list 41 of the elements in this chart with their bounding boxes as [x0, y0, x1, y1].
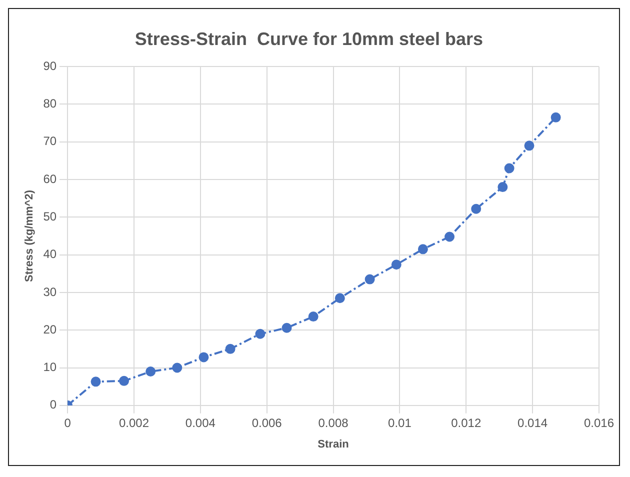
x-tick-label: 0.016 [584, 416, 614, 430]
x-axis-title: Strain [318, 438, 350, 450]
point [550, 112, 561, 122]
point [119, 376, 130, 386]
point [524, 140, 534, 151]
point [146, 366, 156, 377]
point [418, 244, 428, 254]
y-tick-label: 40 [43, 247, 57, 262]
chart-title: Stress-Strain Curve for 10mm steel bars [134, 28, 484, 49]
point [255, 328, 266, 339]
point [198, 352, 209, 362]
x-tick-label: 0.014 [518, 416, 548, 430]
point [225, 344, 236, 354]
point [444, 232, 455, 242]
x-tick-label: 0.004 [185, 416, 216, 430]
point [172, 362, 182, 373]
point [498, 182, 508, 192]
y-tick-label: 0 [50, 398, 57, 412]
y-tick-label: 70 [43, 134, 57, 148]
point [334, 293, 345, 304]
x-tick-label: 0 [64, 416, 72, 430]
x-tick-label: 0.006 [252, 416, 282, 430]
point [391, 260, 402, 270]
x-tick-label: 0.008 [318, 416, 349, 430]
y-tick-label: 20 [43, 322, 57, 336]
y-axis-title: Stress (kg/mm^2) [24, 190, 36, 282]
y-tick-label: 90 [43, 58, 57, 73]
point [308, 312, 318, 322]
point [504, 163, 514, 174]
x-tick-label: 0.012 [451, 416, 482, 430]
y-tick-label: 10 [43, 360, 57, 374]
y-tick-label: 60 [43, 172, 57, 186]
y-tick-label: 80 [43, 96, 57, 111]
x-tick-label: 0.01 [388, 416, 412, 430]
point [282, 322, 292, 333]
point [90, 376, 101, 387]
x-tick-label: 0.002 [118, 416, 150, 430]
y-tick-label: 50 [43, 209, 57, 224]
point [364, 274, 375, 284]
point [471, 204, 482, 214]
y-tick-label: 30 [43, 284, 57, 299]
